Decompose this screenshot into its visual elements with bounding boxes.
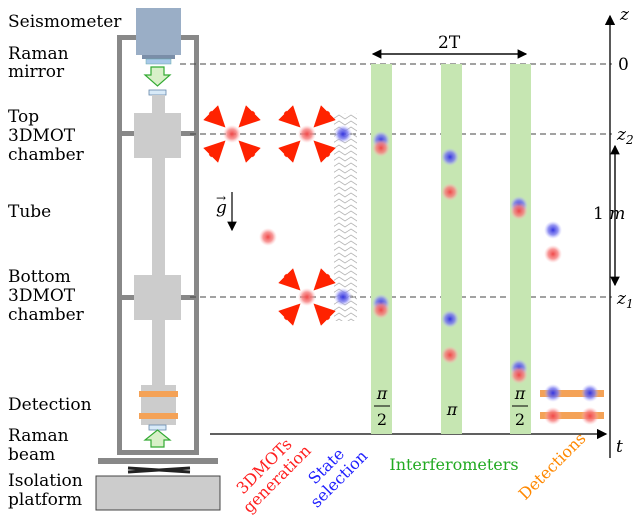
atom-cloud-red [510, 366, 528, 384]
raman-mirror [145, 58, 172, 65]
atom-cloud-red [372, 139, 390, 157]
label-top-chamber: Top [8, 107, 39, 127]
atom-cloud-red [372, 301, 390, 319]
gravity-label: g [216, 198, 227, 218]
frame-right-post [194, 35, 199, 455]
mot-beam-arrow [313, 303, 336, 326]
atom-cloud-blue [334, 125, 352, 143]
atom-cloud-blue [334, 288, 352, 306]
isolation-platform [95, 475, 221, 511]
detection-beam-2 [540, 412, 604, 419]
pulse-label-2: π [446, 400, 458, 419]
span-label: 1 m [593, 204, 625, 224]
atom-cloud-red [441, 346, 459, 364]
atom-cloud-red [544, 407, 562, 425]
detection-beam-1 [540, 390, 604, 397]
atom-cloud-red [298, 125, 316, 143]
pulse-beam-3 [510, 64, 531, 434]
phase-interferometers: Interferometers [389, 455, 518, 474]
mot-beam-arrow [313, 105, 336, 128]
mot-beam-arrow [313, 140, 336, 163]
pulse-beam-2 [441, 64, 462, 434]
mot-beam-arrow [203, 105, 226, 128]
atom-cloud-red [298, 288, 316, 306]
svg-text:π: π [514, 384, 526, 403]
label-bottom-chamber: Bottom [8, 267, 71, 287]
svg-text:→: → [216, 191, 226, 205]
svg-text:platform: platform [8, 490, 82, 510]
mot-beam-arrow [278, 105, 301, 128]
mot-beam-arrow [313, 268, 336, 291]
svg-text:2: 2 [515, 410, 525, 429]
mot-arrows [203, 105, 336, 326]
t-axis-label: t [616, 437, 623, 457]
mot-beam-arrow [238, 140, 261, 163]
mot-beam-arrow [203, 140, 226, 163]
mot-beam-arrow [278, 140, 301, 163]
bottom-chamber [134, 275, 181, 320]
mot-beam-arrow [278, 268, 301, 291]
label-seismometer: Seismometer [8, 12, 122, 32]
svg-text:chamber: chamber [8, 305, 85, 325]
seismometer-body [136, 8, 181, 55]
up-arrow-icon [143, 429, 172, 448]
mot-beam-arrow [278, 303, 301, 326]
atom-cloud-red [259, 228, 277, 246]
phase-detections: Detections [515, 429, 590, 504]
frame-left-post [117, 35, 122, 455]
apparatus [95, 8, 221, 511]
label-isolation-platform: Isolation [8, 471, 83, 491]
svg-text:beam: beam [8, 445, 55, 465]
atom-cloud-blue [544, 384, 562, 402]
svg-text:Detections: Detections [515, 429, 590, 504]
atom-cloud-blue [581, 384, 599, 402]
z-axis-label: z [619, 5, 630, 25]
svg-text:π: π [376, 384, 388, 403]
svg-text:chamber: chamber [8, 145, 85, 165]
atom-cloud-red [581, 407, 599, 425]
top-chamber [134, 113, 181, 158]
z0-tick: 0 [618, 55, 629, 75]
atom-cloud-red [441, 183, 459, 201]
svg-text:mirror: mirror [8, 62, 65, 82]
atom-cloud-red [223, 125, 241, 143]
label-raman-beam: Raman [8, 426, 69, 446]
state-selection-band [334, 113, 357, 321]
svg-text:3DMOT: 3DMOT [8, 126, 76, 146]
atom-clouds [223, 125, 599, 425]
time-span-label: 2T [438, 33, 461, 53]
pulse-label-3: π 2 [512, 384, 528, 429]
atom-cloud-blue [544, 221, 562, 239]
tube [152, 158, 165, 275]
z1-tick: z1 [616, 289, 634, 311]
phase-mot: 3DMOTs generation [233, 435, 315, 517]
atom-cloud-blue [441, 310, 459, 328]
label-raman-mirror: Raman [8, 44, 69, 64]
label-detection: Detection [8, 395, 92, 415]
atom-cloud-red [544, 245, 562, 263]
label-tube: Tube [8, 202, 51, 222]
pulse-label-1: π 2 [374, 384, 390, 429]
svg-text:2: 2 [377, 410, 387, 429]
svg-text:3DMOT: 3DMOT [8, 286, 76, 306]
z2-tick: z2 [616, 125, 634, 147]
frame-bottom-bar [117, 450, 199, 455]
mot-beam-arrow [238, 105, 261, 128]
down-arrow-icon [143, 66, 172, 87]
atom-cloud-red [510, 202, 528, 220]
pulse-beam-1 [371, 64, 392, 434]
atom-cloud-blue [441, 148, 459, 166]
